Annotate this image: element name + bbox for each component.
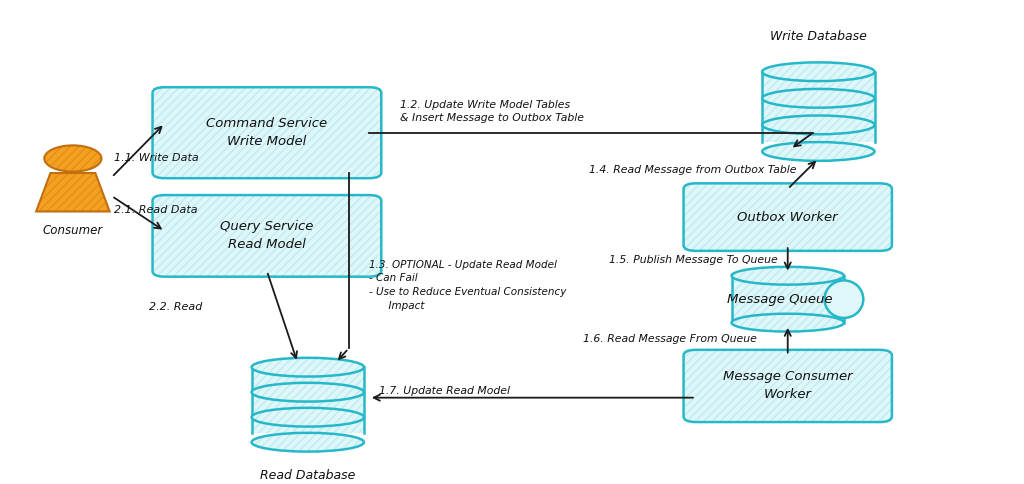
Text: 1.1. Write Data: 1.1. Write Data bbox=[114, 153, 199, 164]
FancyBboxPatch shape bbox=[684, 350, 892, 422]
Text: 1.4. Read Message from Outbox Table: 1.4. Read Message from Outbox Table bbox=[589, 165, 796, 175]
Text: Command Service
Write Model: Command Service Write Model bbox=[207, 117, 328, 148]
Text: Consumer: Consumer bbox=[43, 224, 103, 237]
Text: 1.2. Update Write Model Tables
& Insert Message to Outbox Table: 1.2. Update Write Model Tables & Insert … bbox=[399, 100, 584, 123]
Ellipse shape bbox=[762, 89, 874, 107]
Text: Read Database: Read Database bbox=[260, 469, 355, 483]
Ellipse shape bbox=[762, 142, 874, 161]
Polygon shape bbox=[36, 173, 110, 212]
Ellipse shape bbox=[762, 62, 874, 81]
Ellipse shape bbox=[731, 267, 844, 285]
Text: Message Consumer
Worker: Message Consumer Worker bbox=[723, 370, 853, 401]
Text: Outbox Worker: Outbox Worker bbox=[737, 211, 838, 224]
Text: 1.6. Read Message From Queue: 1.6. Read Message From Queue bbox=[584, 334, 758, 344]
Ellipse shape bbox=[252, 358, 364, 377]
Circle shape bbox=[44, 145, 101, 172]
Ellipse shape bbox=[824, 280, 863, 318]
Ellipse shape bbox=[731, 314, 844, 332]
Text: Message Queue: Message Queue bbox=[727, 293, 833, 306]
Polygon shape bbox=[252, 367, 364, 433]
Text: 1.3. OPTIONAL - Update Read Model
- Can Fail
- Use to Reduce Eventual Consistenc: 1.3. OPTIONAL - Update Read Model - Can … bbox=[369, 260, 566, 311]
Polygon shape bbox=[762, 72, 874, 142]
Ellipse shape bbox=[252, 408, 364, 426]
Text: 2.1. Read Data: 2.1. Read Data bbox=[114, 205, 198, 215]
FancyBboxPatch shape bbox=[684, 183, 892, 251]
Text: Write Database: Write Database bbox=[770, 30, 866, 43]
FancyBboxPatch shape bbox=[153, 195, 381, 277]
FancyBboxPatch shape bbox=[153, 87, 381, 178]
Text: 2.2. Read: 2.2. Read bbox=[150, 302, 203, 312]
Polygon shape bbox=[731, 276, 844, 323]
Ellipse shape bbox=[252, 383, 364, 402]
Text: 1.5. Publish Message To Queue: 1.5. Publish Message To Queue bbox=[609, 256, 778, 266]
Ellipse shape bbox=[762, 116, 874, 134]
Text: 1.7. Update Read Model: 1.7. Update Read Model bbox=[379, 386, 510, 395]
Ellipse shape bbox=[252, 433, 364, 452]
Text: Query Service
Read Model: Query Service Read Model bbox=[220, 220, 313, 251]
